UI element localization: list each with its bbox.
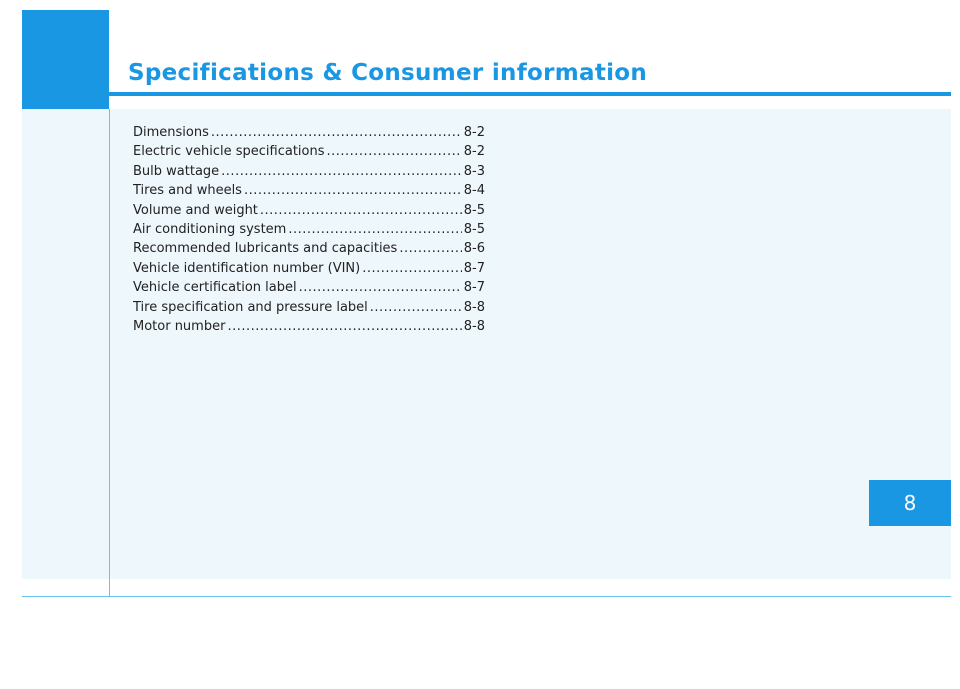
toc-entry-tire-pressure-label[interactable]: Tire specification and pressure label 8-…: [133, 300, 485, 319]
chapter-tab[interactable]: 8: [869, 480, 951, 526]
bottom-rule: [22, 596, 951, 597]
toc-entry-page: 8-8: [463, 318, 485, 334]
chapter-number: 8: [903, 491, 917, 515]
toc-entry-page: 8-7: [463, 280, 485, 296]
toc-entry-page: 8-8: [463, 299, 485, 315]
toc-dot-leader: [288, 222, 461, 237]
toc-entry-electric-vehicle-specifications[interactable]: Electric vehicle specifications 8-2: [133, 144, 485, 163]
toc-dot-leader: [399, 241, 461, 256]
toc-entry-label: Recommended lubricants and capacities: [133, 241, 398, 257]
toc-entry-label: Bulb wattage: [133, 163, 220, 179]
toc-entry-page: 8-2: [463, 125, 485, 140]
header-band: [22, 0, 951, 109]
toc-entry-page: 8-7: [463, 260, 485, 276]
toc-entry-label: Air conditioning system: [133, 221, 287, 237]
toc-entry-page: 8-3: [463, 163, 485, 179]
toc-entry-dimensions[interactable]: Dimensions 8-2: [133, 125, 485, 144]
toc-entry-air-conditioning-system[interactable]: Air conditioning system 8-5: [133, 222, 485, 241]
chapter-corner-block: [22, 10, 109, 109]
page-title: Specifications & Consumer information: [128, 60, 648, 86]
toc-dot-leader: [244, 183, 462, 198]
toc-dot-leader: [370, 300, 462, 315]
toc-dot-leader: [362, 261, 462, 276]
toc-entry-volume-and-weight[interactable]: Volume and weight 8-5: [133, 203, 485, 222]
toc-dot-leader: [211, 125, 462, 140]
title-underline: [109, 92, 951, 96]
toc-entry-page: 8-6: [463, 241, 485, 257]
toc-entry-label: Electric vehicle specifications: [133, 144, 325, 160]
toc-entry-vehicle-identification-number[interactable]: Vehicle identification number (VIN) 8-7: [133, 261, 485, 280]
toc-dot-leader: [260, 203, 462, 218]
toc-dot-leader: [227, 319, 461, 334]
toc-entry-label: Vehicle identification number (VIN): [133, 260, 361, 276]
toc-entry-label: Dimensions: [133, 125, 209, 140]
toc-entry-page: 8-5: [463, 202, 485, 218]
toc-dot-leader: [221, 164, 462, 179]
toc-entry-vehicle-certification-label[interactable]: Vehicle certification label 8-7: [133, 280, 485, 299]
toc-entry-recommended-lubricants[interactable]: Recommended lubricants and capacities 8-…: [133, 241, 485, 260]
toc-dot-leader: [299, 280, 462, 295]
toc-dot-leader: [327, 144, 462, 159]
toc-entry-label: Volume and weight: [133, 202, 258, 218]
toc-entry-label: Motor number: [133, 318, 226, 334]
toc-entry-label: Tires and wheels: [133, 183, 242, 199]
toc-entry-bulb-wattage[interactable]: Bulb wattage 8-3: [133, 164, 485, 183]
toc-entry-page: 8-4: [463, 183, 485, 199]
toc-entry-tires-and-wheels[interactable]: Tires and wheels 8-4: [133, 183, 485, 202]
toc-entry-page: 8-5: [463, 221, 485, 237]
table-of-contents: Dimensions 8-2 Electric vehicle specific…: [133, 125, 485, 338]
toc-entry-label: Tire specification and pressure label: [133, 299, 368, 315]
left-margin-rule: [109, 109, 110, 596]
toc-entry-label: Vehicle certification label: [133, 280, 297, 296]
toc-entry-motor-number[interactable]: Motor number 8-8: [133, 319, 485, 338]
toc-entry-page: 8-2: [463, 144, 485, 160]
